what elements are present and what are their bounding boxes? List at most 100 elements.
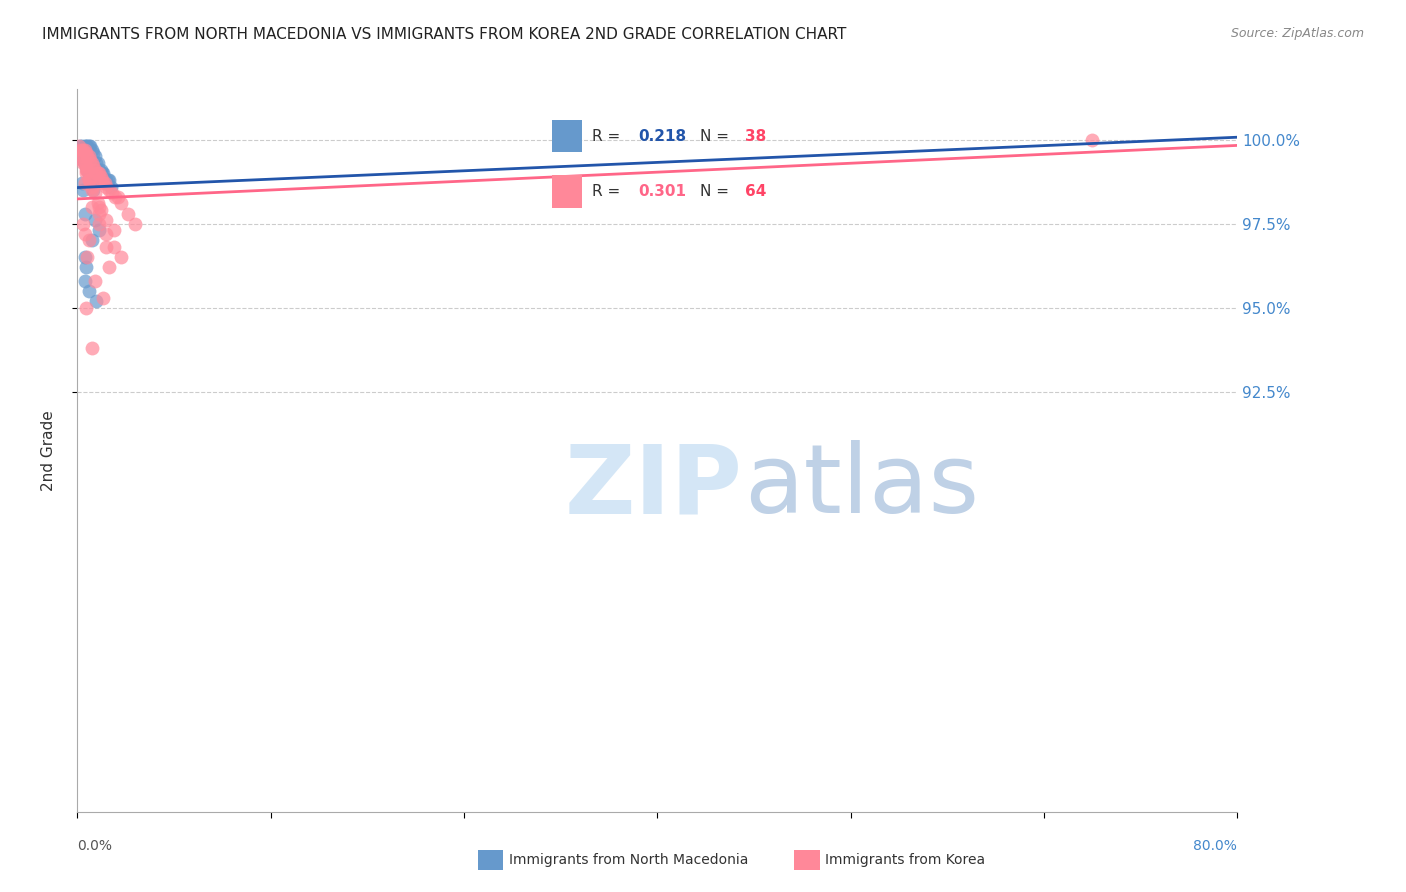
Text: Immigrants from North Macedonia: Immigrants from North Macedonia xyxy=(509,853,748,867)
Point xyxy=(101,186,124,201)
Point xyxy=(83,213,105,227)
Point xyxy=(77,234,100,248)
Point xyxy=(75,301,97,315)
Point xyxy=(98,260,121,275)
Point xyxy=(67,139,90,153)
Point xyxy=(103,240,125,254)
Point xyxy=(110,196,132,211)
Point xyxy=(96,179,118,194)
Point xyxy=(75,166,97,180)
Point xyxy=(79,173,101,187)
Point xyxy=(77,166,100,180)
Point xyxy=(72,156,94,170)
Point xyxy=(94,176,117,190)
Point xyxy=(93,291,115,305)
Point xyxy=(87,206,110,220)
Point xyxy=(72,183,94,197)
Text: 0.0%: 0.0% xyxy=(77,838,112,853)
Point xyxy=(83,162,105,177)
Point xyxy=(80,200,103,214)
Point xyxy=(70,176,93,190)
Point xyxy=(72,143,94,157)
Point xyxy=(79,139,101,153)
Point xyxy=(77,139,100,153)
Point xyxy=(96,240,118,254)
Point xyxy=(70,139,93,153)
Point xyxy=(73,143,96,157)
Point xyxy=(73,274,96,288)
Text: Immigrants from Korea: Immigrants from Korea xyxy=(825,853,986,867)
Text: 80.0%: 80.0% xyxy=(1194,838,1237,853)
Point xyxy=(91,166,114,180)
Text: IMMIGRANTS FROM NORTH MACEDONIA VS IMMIGRANTS FROM KOREA 2ND GRADE CORRELATION C: IMMIGRANTS FROM NORTH MACEDONIA VS IMMIG… xyxy=(42,27,846,42)
Point xyxy=(84,293,107,308)
Point xyxy=(84,156,107,170)
Point xyxy=(90,169,111,184)
Point xyxy=(75,162,97,177)
Point xyxy=(75,139,97,153)
Point xyxy=(82,160,104,174)
Point xyxy=(73,176,96,190)
Point xyxy=(80,156,103,170)
Point xyxy=(93,166,115,180)
Point xyxy=(80,176,103,190)
Text: atlas: atlas xyxy=(744,440,980,533)
Point xyxy=(1081,133,1104,147)
Point xyxy=(76,162,98,177)
Point xyxy=(96,227,118,241)
Point xyxy=(76,250,98,264)
Text: ZIP: ZIP xyxy=(565,440,742,533)
Point xyxy=(98,173,121,187)
Point xyxy=(73,227,96,241)
Text: Source: ZipAtlas.com: Source: ZipAtlas.com xyxy=(1230,27,1364,40)
Point xyxy=(110,250,132,264)
Point xyxy=(84,166,107,180)
Point xyxy=(69,139,91,153)
Point xyxy=(75,160,97,174)
Point xyxy=(77,173,100,187)
Point xyxy=(96,213,118,227)
Point xyxy=(82,146,104,161)
Point xyxy=(103,223,125,237)
Point xyxy=(96,173,118,187)
Point xyxy=(80,179,103,194)
Point xyxy=(80,341,103,355)
Point xyxy=(83,274,105,288)
Point xyxy=(82,183,104,197)
Point xyxy=(75,160,97,174)
Point xyxy=(100,179,122,194)
Point xyxy=(93,176,115,190)
Point xyxy=(77,284,100,298)
Point xyxy=(83,186,105,201)
Point xyxy=(79,153,101,167)
Point xyxy=(86,166,108,180)
Point xyxy=(77,173,100,187)
Point xyxy=(73,156,96,170)
Point xyxy=(86,156,108,170)
Point xyxy=(98,183,121,197)
Point xyxy=(86,196,108,211)
Point xyxy=(83,149,105,163)
Point xyxy=(72,217,94,231)
Point xyxy=(90,203,111,218)
Point xyxy=(80,183,103,197)
Point xyxy=(69,143,91,157)
Point xyxy=(70,143,93,157)
Point xyxy=(104,190,127,204)
Point xyxy=(73,206,96,220)
Point xyxy=(87,200,110,214)
Y-axis label: 2nd Grade: 2nd Grade xyxy=(42,410,56,491)
Point xyxy=(107,190,129,204)
Point xyxy=(124,217,146,231)
Point xyxy=(70,153,93,167)
Point xyxy=(70,149,93,163)
Point xyxy=(90,162,111,177)
Point xyxy=(76,149,98,163)
Point xyxy=(76,162,98,177)
Point xyxy=(73,250,96,264)
Point xyxy=(80,234,103,248)
Point xyxy=(75,146,97,161)
Point xyxy=(73,139,96,153)
Point xyxy=(87,162,110,177)
Point xyxy=(91,173,114,187)
